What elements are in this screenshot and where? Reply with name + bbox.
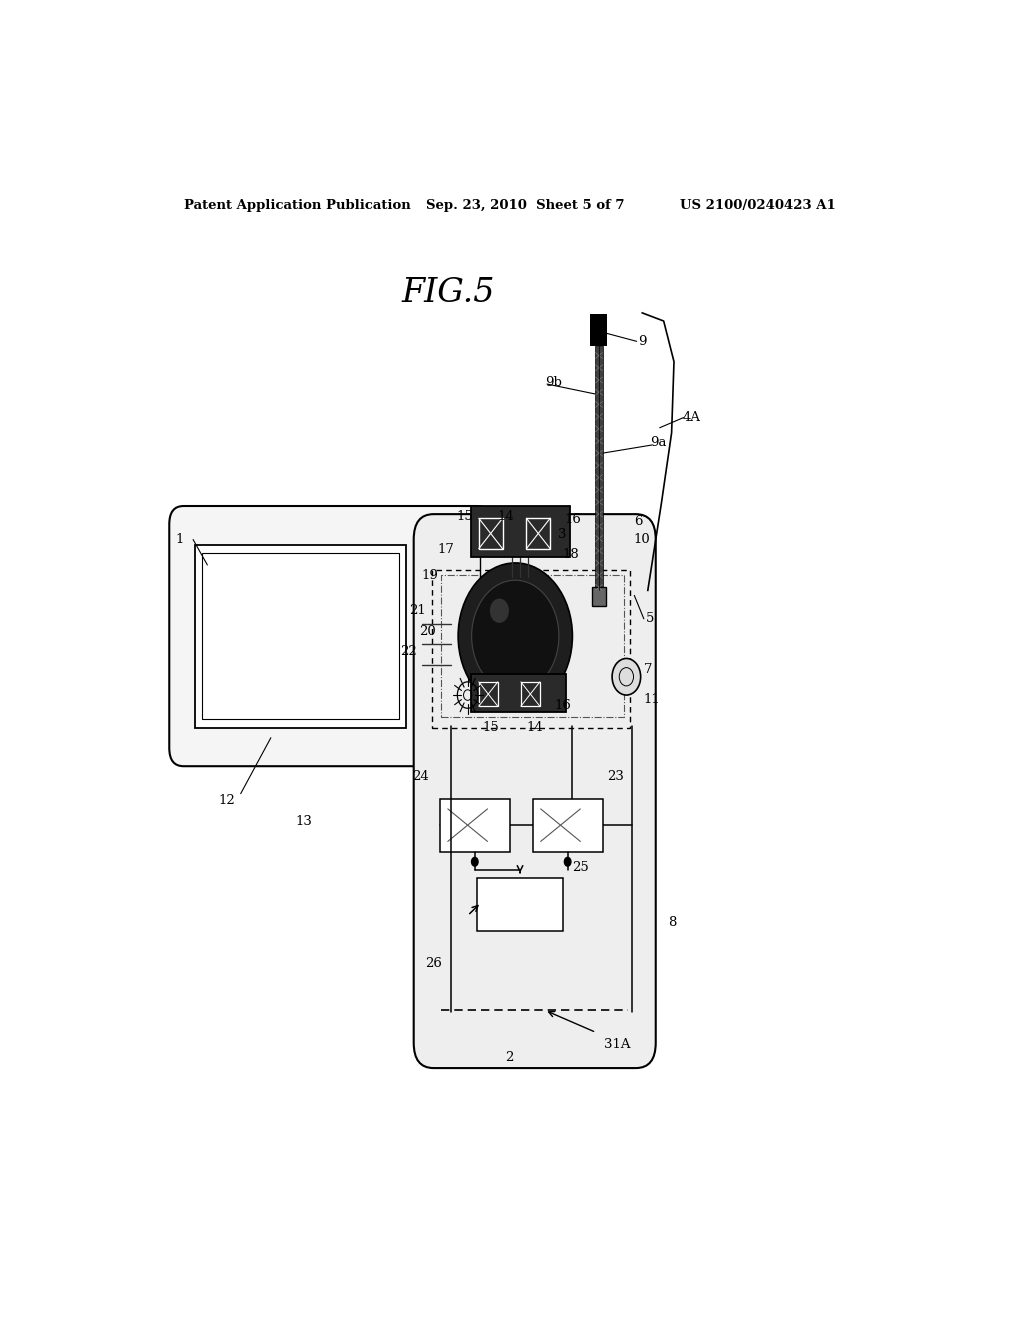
Circle shape (489, 598, 509, 623)
Text: 31A: 31A (604, 1039, 631, 1051)
Text: 25: 25 (572, 862, 589, 874)
Bar (471, 506, 570, 557)
Text: 2: 2 (505, 1052, 513, 1064)
Circle shape (472, 581, 559, 692)
Bar (202, 553, 399, 719)
Text: Sep. 23, 2010  Sheet 5 of 7: Sep. 23, 2010 Sheet 5 of 7 (426, 199, 624, 213)
Circle shape (612, 659, 641, 696)
Circle shape (458, 562, 572, 709)
Text: 3: 3 (558, 528, 566, 541)
Circle shape (471, 857, 479, 867)
Text: 15: 15 (482, 721, 499, 734)
Text: 9a: 9a (650, 437, 667, 450)
Text: 9b: 9b (545, 375, 562, 388)
Text: 5: 5 (646, 612, 654, 626)
Bar (595, 346, 602, 590)
Text: FIG.5: FIG.5 (401, 277, 496, 309)
Bar (440, 799, 510, 851)
Text: US 2100/0240423 A1: US 2100/0240423 A1 (680, 199, 836, 213)
Text: 24: 24 (412, 770, 428, 783)
Text: 11: 11 (643, 693, 660, 706)
Text: 13: 13 (296, 814, 312, 828)
Bar (196, 545, 406, 727)
Circle shape (563, 857, 571, 867)
Text: 18: 18 (562, 548, 580, 561)
Text: 15: 15 (457, 510, 474, 523)
Bar (441, 576, 624, 718)
Text: 1: 1 (175, 533, 183, 546)
Text: 8: 8 (669, 916, 677, 929)
Text: 20: 20 (420, 624, 436, 638)
Bar (532, 799, 602, 851)
Text: 4A: 4A (682, 411, 700, 424)
Text: 14: 14 (526, 721, 543, 734)
Bar (432, 570, 631, 727)
Text: 10: 10 (634, 533, 650, 546)
Text: 7: 7 (643, 663, 652, 676)
Text: 16: 16 (554, 698, 571, 711)
Bar (479, 519, 503, 549)
Text: 17: 17 (437, 544, 454, 556)
Bar (521, 682, 540, 706)
Bar (526, 519, 550, 549)
Bar (471, 673, 566, 713)
Text: 26: 26 (425, 957, 442, 970)
Text: 19: 19 (421, 569, 438, 582)
Text: 12: 12 (219, 795, 236, 808)
Text: 23: 23 (607, 770, 624, 783)
Text: 14: 14 (498, 510, 514, 523)
Text: 22: 22 (399, 645, 417, 657)
FancyBboxPatch shape (169, 506, 492, 766)
Text: 6: 6 (634, 515, 642, 528)
Bar (479, 682, 498, 706)
Bar (477, 878, 563, 931)
Text: 16: 16 (564, 512, 581, 525)
Bar (592, 587, 606, 606)
Text: 9: 9 (638, 335, 646, 348)
Text: 21: 21 (410, 605, 426, 618)
Text: Patent Application Publication: Patent Application Publication (183, 199, 411, 213)
Bar (590, 314, 607, 346)
FancyBboxPatch shape (414, 515, 655, 1068)
